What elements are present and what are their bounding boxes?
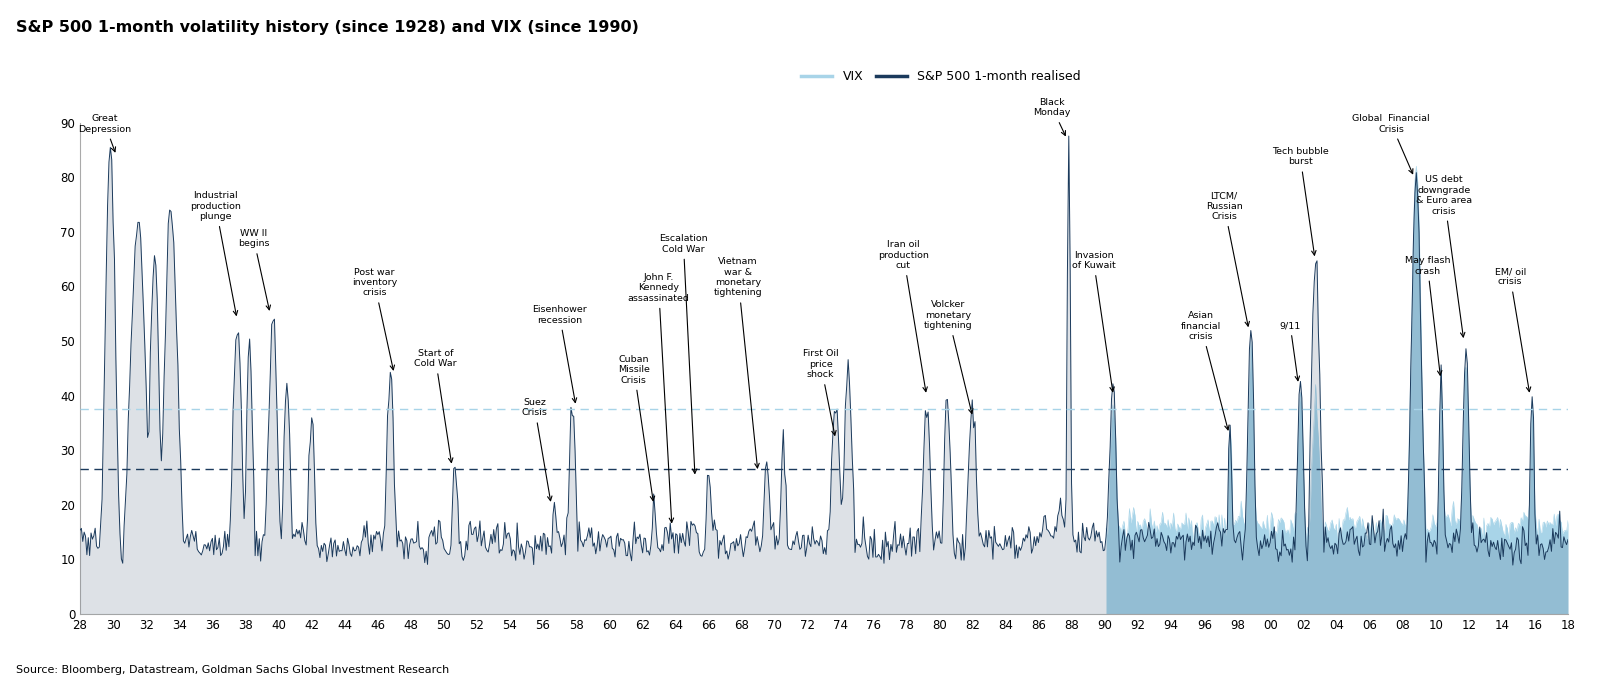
Text: EM/ oil
crisis: EM/ oil crisis bbox=[1494, 267, 1531, 391]
Text: 9/11: 9/11 bbox=[1280, 321, 1301, 381]
Text: Eisenhower
recession: Eisenhower recession bbox=[533, 306, 587, 402]
Text: US debt
downgrade
& Euro area
crisis: US debt downgrade & Euro area crisis bbox=[1416, 175, 1472, 337]
Text: Post war
inventory
crisis: Post war inventory crisis bbox=[352, 267, 397, 370]
Text: First Oil
price
shock: First Oil price shock bbox=[803, 349, 838, 435]
Text: Great
Depression: Great Depression bbox=[78, 115, 131, 151]
Text: Global  Financial
Crisis: Global Financial Crisis bbox=[1352, 115, 1430, 174]
Text: S&P 500 1-month volatility history (since 1928) and VIX (since 1990): S&P 500 1-month volatility history (sinc… bbox=[16, 20, 638, 35]
Text: Escalation
Cold War: Escalation Cold War bbox=[659, 235, 707, 473]
Text: LTCM/
Russian
Crisis: LTCM/ Russian Crisis bbox=[1206, 191, 1250, 326]
Text: Invasion
of Kuwait: Invasion of Kuwait bbox=[1072, 251, 1115, 391]
Text: May flash
crash: May flash crash bbox=[1405, 256, 1450, 375]
Text: Source: Bloomberg, Datastream, Goldman Sachs Global Investment Research: Source: Bloomberg, Datastream, Goldman S… bbox=[16, 665, 450, 675]
Text: Suez
Crisis: Suez Crisis bbox=[522, 398, 552, 501]
Text: Cuban
Missile
Crisis: Cuban Missile Crisis bbox=[618, 355, 654, 501]
Text: Start of
Cold War: Start of Cold War bbox=[414, 349, 456, 462]
Text: John F.
Kennedy
assassinated: John F. Kennedy assassinated bbox=[627, 273, 690, 522]
Text: Industrial
production
plunge: Industrial production plunge bbox=[190, 191, 242, 315]
Text: Black
Monday: Black Monday bbox=[1034, 98, 1070, 136]
Text: Volcker
monetary
tightening: Volcker monetary tightening bbox=[923, 300, 973, 413]
Text: WW II
begins: WW II begins bbox=[238, 229, 270, 310]
Text: Vietnam
war &
monetary
tightening: Vietnam war & monetary tightening bbox=[714, 257, 762, 468]
Text: Tech bubble
burst: Tech bubble burst bbox=[1272, 147, 1328, 255]
Text: Asian
financial
crisis: Asian financial crisis bbox=[1181, 311, 1229, 430]
Legend: VIX, S&P 500 1-month realised: VIX, S&P 500 1-month realised bbox=[797, 65, 1085, 88]
Text: Iran oil
production
cut: Iran oil production cut bbox=[878, 240, 928, 391]
